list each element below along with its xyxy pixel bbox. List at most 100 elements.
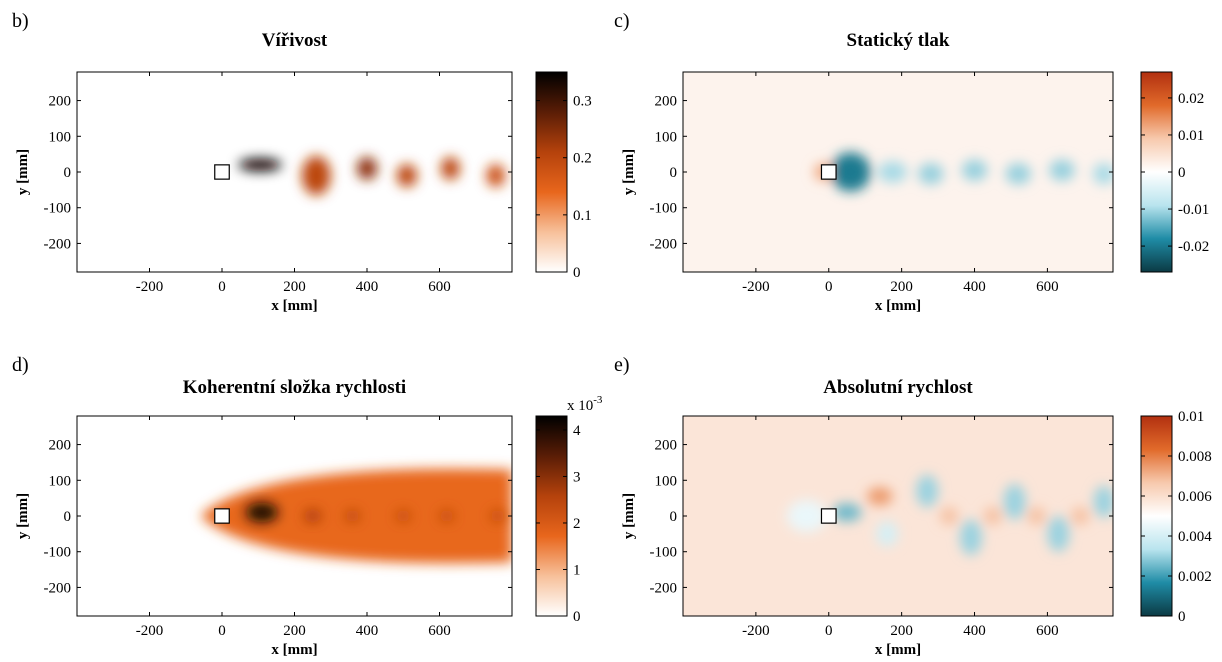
panel-coherent-velocity: d) Koherentní složka rychlosti -200 0 200 4… <box>0 331 611 662</box>
obstacle-square <box>820 164 837 180</box>
field-feature <box>344 509 361 523</box>
x-tick-label: 600 <box>428 279 451 295</box>
y-tick-label: 100 <box>49 473 72 489</box>
y-tick-label: 200 <box>49 438 72 454</box>
panel-vorticity: b) Vířivost -200 0 200 400 600 200 100 0 -100 -20… <box>0 0 611 331</box>
colorbar <box>535 415 568 617</box>
y-axis-label: y [mm] <box>15 493 31 539</box>
x-tick-label: 200 <box>283 279 306 295</box>
colorbar-tick-label: 0.006 <box>1178 489 1212 505</box>
x-tick-label: -200 <box>136 279 164 295</box>
x-tick-label: -200 <box>742 623 770 639</box>
field-feature <box>1071 507 1090 525</box>
field-feature <box>876 521 898 547</box>
panel-static-pressure: c) Statický tlak -200 0 200 400 600 200 100 0 -1… <box>611 0 1222 331</box>
colorbar-tick-label: 0.008 <box>1178 449 1212 465</box>
colorbar-exponent-power: -3 <box>593 394 603 406</box>
x-tick-label: -200 <box>742 279 770 295</box>
colorbar-tick-label: -0.01 <box>1178 202 1209 218</box>
y-tick-label: -200 <box>650 580 678 596</box>
field-feature <box>489 509 506 523</box>
field-feature <box>918 163 944 185</box>
colorbar-tick-label: 1 <box>573 562 581 578</box>
field-feature <box>877 161 908 183</box>
panel-letter: d) <box>12 354 29 376</box>
field-feature <box>786 499 827 533</box>
colorbar <box>1140 415 1173 617</box>
colorbar-tick-label: 0.002 <box>1178 569 1212 585</box>
x-tick-label: 600 <box>428 623 451 639</box>
field-feature <box>1005 163 1032 185</box>
colorbar-tick-label: 0.3 <box>573 94 592 110</box>
colorbar-tick-label: 0.2 <box>573 151 592 167</box>
chart-title: Vířivost <box>261 30 328 51</box>
x-tick-label: -200 <box>136 623 164 639</box>
x-axis-label: x [mm] <box>271 298 317 314</box>
field-background <box>77 72 512 272</box>
colorbar-tick-label: 0 <box>1178 609 1186 625</box>
colorbar-tick-label: 0 <box>1178 165 1186 181</box>
x-tick-label: 400 <box>356 623 379 639</box>
y-tick-label: -100 <box>44 201 72 217</box>
colorbar-tick-label: 4 <box>573 423 581 439</box>
x-tick-label: 600 <box>1036 623 1059 639</box>
field-feature <box>1092 163 1113 185</box>
field-feature <box>301 155 331 196</box>
x-axis-label: x [mm] <box>875 642 921 658</box>
y-tick-label: 100 <box>49 129 72 145</box>
colorbar <box>535 71 568 273</box>
obstacle-square <box>214 164 230 180</box>
y-axis-label: y [mm] <box>621 149 637 195</box>
colorbar-tick-label: 3 <box>573 469 581 485</box>
y-tick-label: 100 <box>655 129 678 145</box>
field-feature <box>1003 483 1026 520</box>
obstacle-square <box>820 508 837 524</box>
x-tick-label: 0 <box>218 279 226 295</box>
field-feature <box>961 159 988 181</box>
colorbar-tick-label: 0.1 <box>573 208 592 224</box>
x-tick-label: 0 <box>825 623 833 639</box>
chart-title: Koherentní složka rychlosti <box>182 377 407 398</box>
chart-vorticity: -200 0 200 400 600 200 100 0 -100 -200 x [mm] y [mm… <box>15 71 592 314</box>
field-feature <box>983 507 1002 525</box>
y-tick-label: -100 <box>44 545 72 561</box>
field-feature <box>238 158 282 172</box>
field-layer <box>683 416 1113 616</box>
x-tick-label: 400 <box>963 279 986 295</box>
y-tick-label: 0 <box>670 165 678 181</box>
field-feature <box>356 157 378 180</box>
field-feature <box>245 502 279 523</box>
x-tick-label: 600 <box>1036 279 1059 295</box>
field-layer <box>683 72 1113 272</box>
colorbar-tick-label: 0.004 <box>1178 529 1212 545</box>
x-axis-label: x [mm] <box>271 642 317 658</box>
colorbar-tick-label: -0.02 <box>1178 239 1209 255</box>
colorbar <box>1140 71 1173 273</box>
field-layer <box>77 416 512 616</box>
obstacle-square <box>214 508 230 524</box>
chart-absolute-velocity: -200 0 200 400 600 200 100 0 -100 -200 x [mm] y [mm… <box>621 409 1212 658</box>
colorbar-tick-label: 2 <box>573 516 581 532</box>
field-feature <box>867 487 893 506</box>
colorbar-tick-label: 0 <box>573 609 581 625</box>
chart-coherent-velocity: -200 0 200 400 600 200 100 0 -100 -200 x [mm] y [mm… <box>15 394 603 658</box>
field-feature <box>303 508 322 524</box>
colorbar-tick-label: 0.01 <box>1178 128 1204 144</box>
y-tick-label: -200 <box>44 236 72 252</box>
field-feature <box>939 507 959 525</box>
y-tick-label: -100 <box>650 201 678 217</box>
chart-static-pressure: -200 0 200 400 600 200 100 0 -100 -200 x [mm] y [mm… <box>621 71 1209 314</box>
panel-letter: b) <box>12 10 29 32</box>
field-feature <box>438 509 455 523</box>
y-tick-label: 100 <box>655 473 678 489</box>
field-feature <box>1027 507 1046 525</box>
x-tick-label: 200 <box>283 623 306 639</box>
field-feature <box>486 164 506 187</box>
y-tick-label: -200 <box>650 236 678 252</box>
field-background <box>683 416 1113 616</box>
field-feature <box>830 152 871 192</box>
y-axis-label: y [mm] <box>621 493 637 539</box>
field-layer <box>77 72 512 272</box>
field-feature <box>1049 159 1075 181</box>
x-tick-label: 200 <box>890 279 913 295</box>
